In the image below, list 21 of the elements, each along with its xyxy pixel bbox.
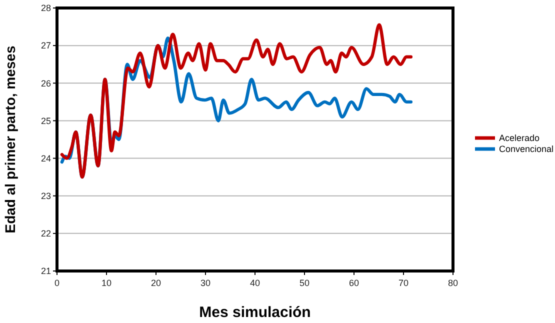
x-tick-label: 40 xyxy=(250,278,260,288)
x-tick-label: 70 xyxy=(398,278,409,288)
x-tick-label: 0 xyxy=(54,278,60,288)
y-tick-label: 27 xyxy=(40,40,51,51)
y-tick-label: 23 xyxy=(40,191,51,202)
x-tick-label: 80 xyxy=(448,278,458,288)
y-tick-label: 24 xyxy=(40,153,51,164)
y-tick-label: 26 xyxy=(40,78,51,88)
x-tick-label: 60 xyxy=(348,278,360,288)
y-tick-label: 21 xyxy=(40,266,51,276)
legend-label: Acelerado xyxy=(499,133,540,144)
y-axis-title: Edad al primer parto, meses xyxy=(2,46,18,234)
x-axis-title: Mes simulación xyxy=(199,304,311,321)
y-tick-label: 28 xyxy=(40,3,51,14)
x-tick-label: 30 xyxy=(200,278,211,288)
x-tick-label: 50 xyxy=(299,278,310,288)
y-tick-label: 22 xyxy=(40,228,51,239)
y-tick-label: 25 xyxy=(40,116,51,126)
x-tick-label: 10 xyxy=(101,278,112,288)
legend-label: Convencional xyxy=(499,144,554,154)
x-tick-label: 20 xyxy=(150,278,162,288)
